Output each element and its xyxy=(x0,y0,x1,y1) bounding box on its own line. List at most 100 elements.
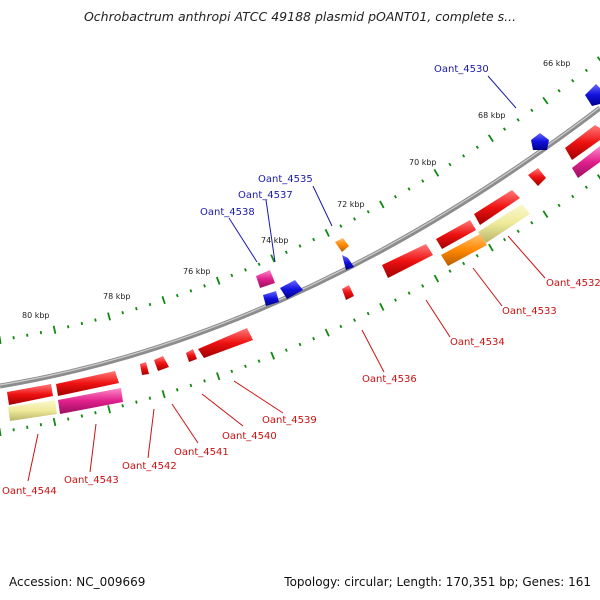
gene-oant-4543[interactable] xyxy=(58,388,123,414)
scale-tick xyxy=(393,195,397,199)
scale-tick xyxy=(571,194,575,199)
kbp-label: 68 kbp xyxy=(478,111,506,120)
scale-tick xyxy=(121,404,124,408)
kbp-label: 70 kbp xyxy=(409,158,437,167)
scale-tick xyxy=(107,405,111,414)
scale-tick xyxy=(148,302,152,307)
scale-tick xyxy=(421,284,425,288)
kbp-label: 72 kbp xyxy=(337,200,365,209)
scale-tick xyxy=(475,145,479,149)
scale-tick xyxy=(12,428,15,432)
gene-label[interactable]: Oant_4537 xyxy=(238,190,293,201)
scale-tick xyxy=(12,336,15,340)
leader-line xyxy=(201,393,244,427)
kbp-label: 78 kbp xyxy=(103,292,131,301)
leader-line xyxy=(472,267,503,307)
scale-tick xyxy=(39,330,43,335)
gene-forward[interactable] xyxy=(474,190,520,225)
gene-label[interactable]: Oant_4544 xyxy=(2,486,57,497)
scale-tick xyxy=(175,293,179,298)
scale-tick xyxy=(475,253,479,258)
gene-label[interactable]: Oant_4536 xyxy=(362,374,417,385)
scale-tick xyxy=(284,348,288,352)
scale-tick xyxy=(26,425,29,429)
scale-tick xyxy=(584,185,588,190)
scale-tick xyxy=(448,162,452,167)
leader-line xyxy=(507,235,546,279)
gene-oant-4537[interactable] xyxy=(280,280,303,299)
leader-line xyxy=(487,75,517,109)
scale-tick xyxy=(366,311,370,316)
gene-label[interactable]: Oant_4539 xyxy=(262,415,317,426)
leader-line xyxy=(425,299,451,338)
scale-tick xyxy=(462,261,466,266)
gene-forward[interactable] xyxy=(382,244,433,278)
gene-oant-4535[interactable] xyxy=(335,238,349,252)
gene-label[interactable]: Oant_4534 xyxy=(450,337,505,348)
gene-label[interactable]: Oant_4542 xyxy=(122,461,177,472)
scale-tick xyxy=(39,423,43,427)
gene-label[interactable]: Oant_4532 xyxy=(546,278,600,289)
scale-tick xyxy=(448,269,452,273)
gene-oant-4530[interactable] xyxy=(531,133,549,150)
scale-tick xyxy=(94,411,97,415)
scale-tick xyxy=(393,298,397,302)
scale-tick xyxy=(298,342,302,347)
gene-forward[interactable] xyxy=(585,84,600,106)
leader-line xyxy=(228,217,258,263)
kbp-label: 76 kbp xyxy=(183,267,211,276)
gene-forward[interactable] xyxy=(263,291,279,306)
gene-oant-4532[interactable] xyxy=(478,204,530,243)
outer-tick-ring xyxy=(0,56,600,344)
gene-oant-4542[interactable] xyxy=(140,362,149,375)
gene-label[interactable]: Oant_4533 xyxy=(502,306,557,317)
scale-tick xyxy=(487,134,494,143)
scale-tick xyxy=(571,78,575,83)
scale-tick xyxy=(66,325,70,329)
gene-oant-4533[interactable] xyxy=(441,234,487,266)
gene-label[interactable]: Oant_4535 xyxy=(258,174,313,185)
scale-tick xyxy=(94,318,97,322)
leader-line xyxy=(233,380,284,414)
gene-oant-4541[interactable] xyxy=(154,356,169,371)
scale-tick xyxy=(379,302,385,311)
scale-tick xyxy=(516,229,520,233)
scale-tick xyxy=(516,118,520,122)
gene-label[interactable]: Oant_4540 xyxy=(222,431,277,442)
scale-tick xyxy=(135,400,138,404)
leader-line xyxy=(361,329,385,373)
gene-label[interactable]: Oant_4538 xyxy=(200,207,255,218)
scale-tick xyxy=(530,221,534,225)
gene-forward[interactable] xyxy=(436,220,476,249)
gene-label[interactable]: Oant_4541 xyxy=(174,447,229,458)
gene-forward[interactable] xyxy=(528,168,546,186)
scale-tick xyxy=(339,324,343,329)
gene-label[interactable]: Oant_4530 xyxy=(434,64,489,75)
topology-summary-text: Topology: circular; Length: 170,351 bp; … xyxy=(284,575,591,589)
scale-tick xyxy=(584,68,589,73)
scale-tick xyxy=(596,56,600,62)
scale-tick xyxy=(189,383,193,388)
gene-oant-4539[interactable] xyxy=(198,328,253,358)
scale-tick xyxy=(203,284,206,288)
gene-forward[interactable] xyxy=(572,146,600,178)
scale-tick xyxy=(161,296,166,305)
scale-tick xyxy=(407,291,411,295)
gene-forward[interactable] xyxy=(342,255,354,270)
scale-tick xyxy=(421,179,425,183)
gene-oant-4544[interactable] xyxy=(7,384,53,405)
gene-label[interactable]: Oant_4543 xyxy=(64,475,119,486)
scale-tick xyxy=(542,96,549,105)
gene-forward[interactable] xyxy=(565,125,600,160)
gene-forward[interactable] xyxy=(8,400,57,421)
leader-line xyxy=(171,403,199,444)
scale-tick xyxy=(557,203,561,208)
scale-tick xyxy=(244,364,247,369)
gene-forward[interactable] xyxy=(56,371,119,396)
scale-tick xyxy=(379,200,385,209)
gene-oant-4538[interactable] xyxy=(256,270,275,288)
gene-oant-4536[interactable] xyxy=(342,285,354,300)
scale-tick xyxy=(203,379,206,383)
leader-line xyxy=(147,408,155,459)
gene-oant-4540[interactable] xyxy=(186,349,197,362)
